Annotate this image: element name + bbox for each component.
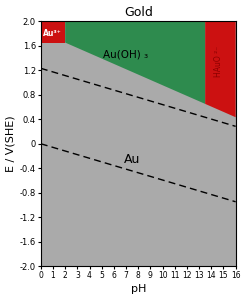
- Text: HAuO ²⁻: HAuO ²⁻: [214, 45, 223, 76]
- X-axis label: pH: pH: [131, 284, 146, 294]
- Title: Gold: Gold: [124, 6, 153, 19]
- Text: Au(OH) ₃: Au(OH) ₃: [104, 50, 149, 60]
- Y-axis label: E / V(SHE): E / V(SHE): [6, 116, 15, 172]
- Polygon shape: [41, 21, 65, 43]
- Text: Au: Au: [124, 153, 140, 166]
- Polygon shape: [205, 21, 236, 117]
- Text: Au³⁺: Au³⁺: [43, 29, 62, 38]
- Polygon shape: [65, 21, 205, 104]
